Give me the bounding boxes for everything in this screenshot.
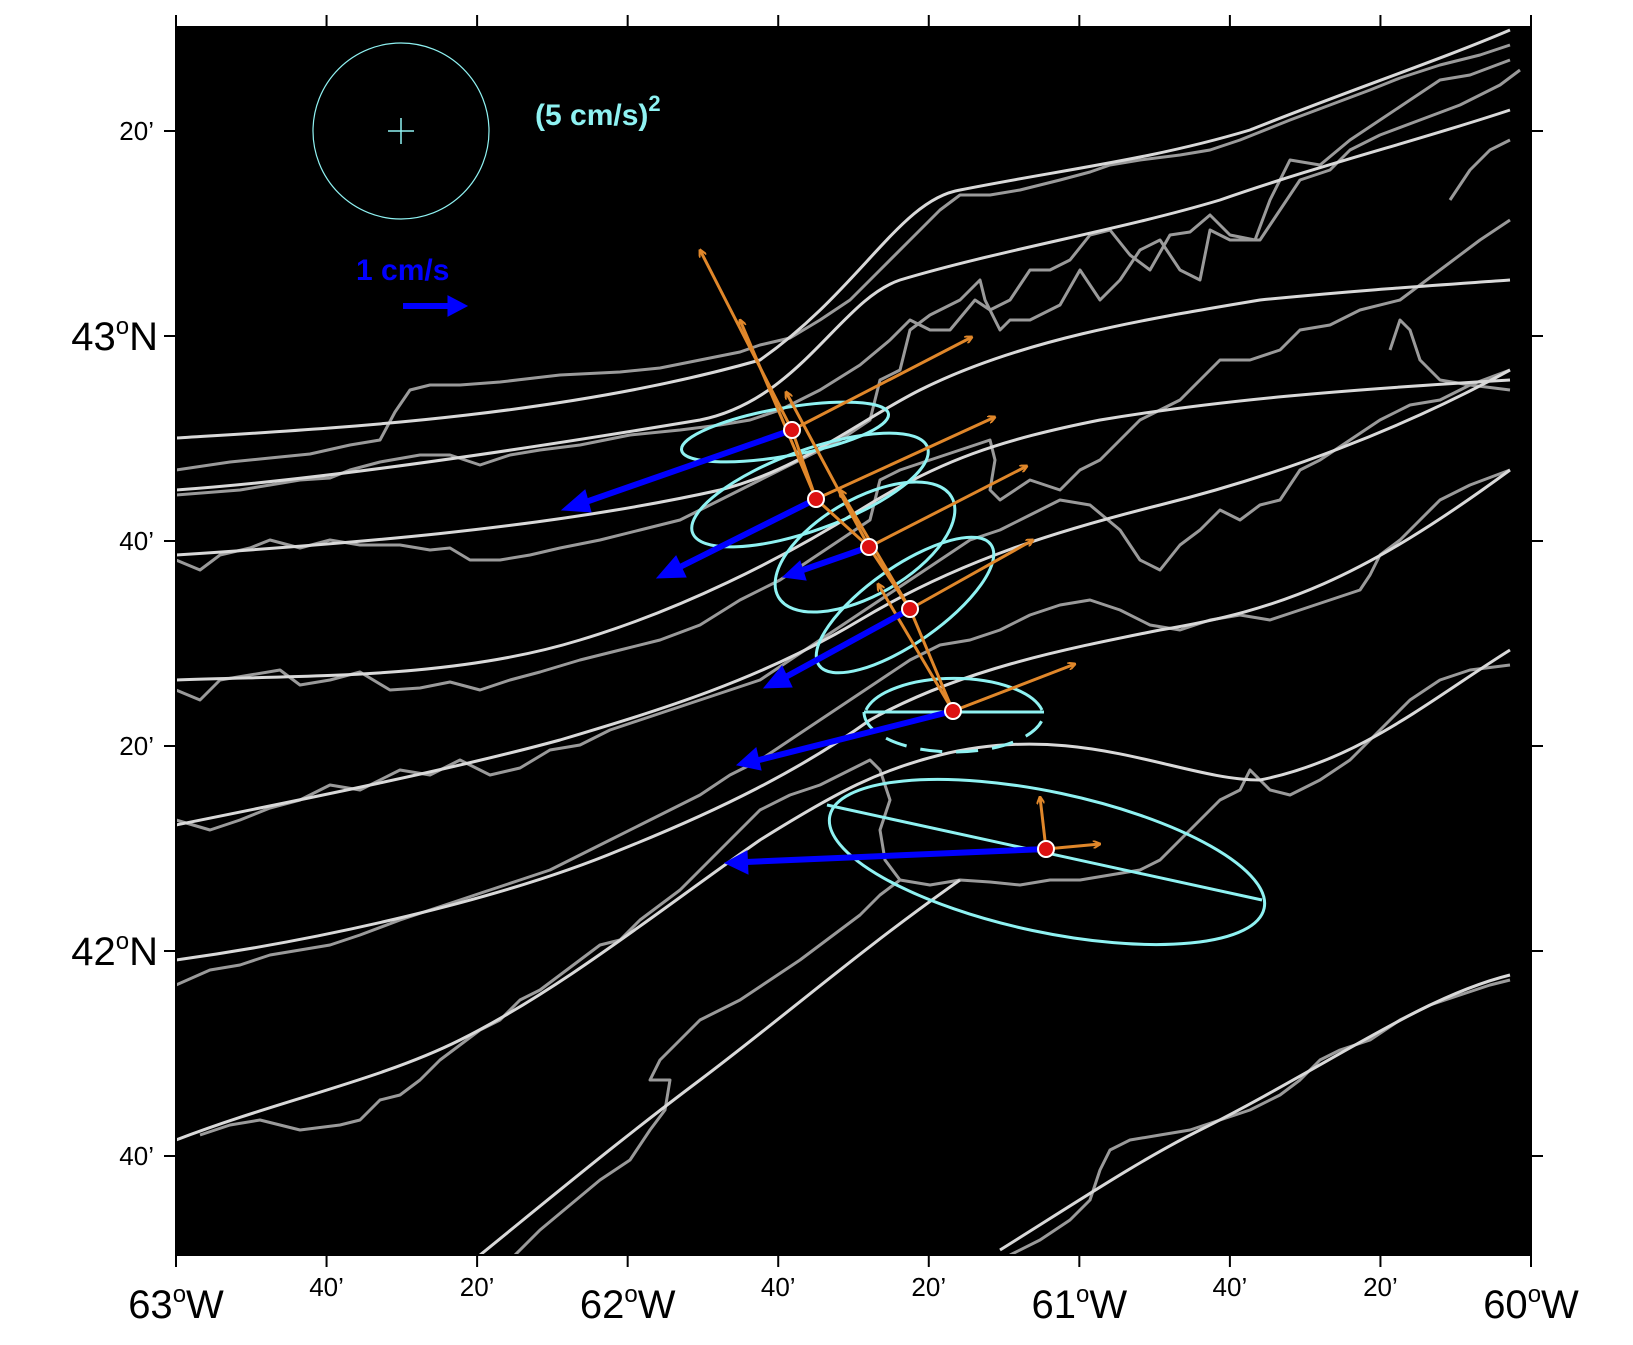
mooring-marker-1: [783, 421, 801, 439]
mean-arrow-6: [723, 846, 1047, 875]
contour-smooth-7: [176, 648, 1511, 1142]
x-tick-label: 40’: [761, 1272, 796, 1302]
contour-smooth-8: [479, 878, 961, 1255]
mooring-marker-2: [807, 490, 825, 508]
contour-smooth-9: [999, 973, 1511, 1252]
contour-smooth-1: [176, 28, 1511, 440]
y-tick-label: 20’: [119, 116, 154, 146]
y-tick-label: 43oN: [71, 313, 158, 359]
x-tick-label: 60oW: [1483, 1281, 1579, 1327]
mean-current-arrows: [560, 427, 1047, 875]
mooring-markers: [783, 421, 1055, 858]
variance-scale-label: (5 cm/s): [535, 99, 648, 132]
contour-rough-3: [176, 68, 1521, 572]
mooring-marker-4: [901, 600, 919, 618]
contour-rough-11: [1388, 318, 1511, 392]
x-tick-label: 63oW: [128, 1281, 224, 1327]
contour-smooth-6: [176, 468, 1511, 962]
variance-scale-exponent: 2: [648, 91, 660, 116]
mean-arrow-1: [560, 427, 793, 513]
x-tick-label: 20’: [460, 1272, 495, 1302]
contour-rough-2: [176, 58, 1511, 497]
y-axis-labels: 20’ 43oN 40’ 20’ 42oN 40’: [71, 116, 158, 1171]
contour-smooth-5: [176, 368, 1511, 827]
x-tick-label: 20’: [1363, 1272, 1398, 1302]
contour-smooth-4: [176, 378, 1511, 682]
mean-arrow-5: [735, 708, 954, 771]
variance-ellipse-3: [773, 480, 957, 614]
mooring-marker-6: [1037, 840, 1055, 858]
velocity-scale-label: 1 cm/s: [356, 254, 449, 287]
y-tick-label: 20’: [119, 731, 154, 761]
variance-scale-circle: [312, 42, 490, 220]
velocity-scale-arrow: [403, 295, 469, 317]
contour-rough-8: [512, 878, 901, 1255]
mean-arrow-4: [762, 606, 912, 689]
bathymetry-contours: [176, 28, 1521, 1255]
x-tick-label: 61oW: [1032, 1281, 1128, 1327]
mooring-marker-5: [944, 702, 962, 720]
y-tick-label: 40’: [119, 526, 154, 556]
legend: (5 cm/s)2 1 cm/s: [312, 42, 661, 317]
variance-ellipse-4: [814, 535, 996, 675]
mean-arrow-2: [655, 496, 818, 579]
y-tick-label: 42oN: [71, 928, 158, 974]
x-tick-label: 40’: [309, 1272, 344, 1302]
contour-smooth-2: [176, 108, 1511, 492]
contour-smooth-3: [176, 278, 1511, 557]
contour-rough-1: [176, 43, 1511, 472]
contour-rough-4: [176, 218, 1511, 702]
x-tick-label: 20’: [911, 1272, 946, 1302]
contour-rough-10: [1448, 138, 1511, 201]
svg-text:(5 cm/s)2: (5 cm/s)2: [535, 91, 661, 132]
mean-arrow-3: [781, 544, 870, 581]
axis-ticks: [164, 15, 1543, 1267]
mooring-marker-3: [860, 538, 878, 556]
y-tick-label: 40’: [119, 1141, 154, 1171]
x-axis-labels: 63oW 40’ 20’ 62oW 40’ 20’ 61oW 40’ 20’ 60oW: [128, 1272, 1579, 1327]
x-tick-label: 40’: [1213, 1272, 1248, 1302]
x-tick-label: 62oW: [580, 1281, 676, 1327]
